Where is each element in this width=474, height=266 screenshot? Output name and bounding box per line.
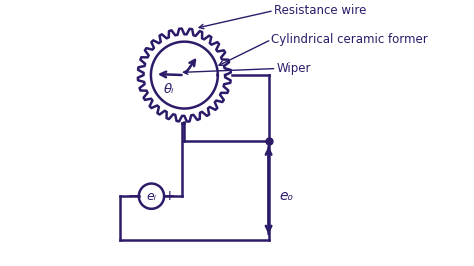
Text: Resistance wire: Resistance wire bbox=[274, 4, 366, 17]
Text: +: + bbox=[164, 189, 175, 203]
Text: Cylindrical ceramic former: Cylindrical ceramic former bbox=[271, 33, 428, 46]
Text: θᵢ: θᵢ bbox=[164, 83, 174, 96]
Text: −: − bbox=[128, 189, 139, 203]
Text: eₒ: eₒ bbox=[279, 189, 293, 202]
Text: Wiper: Wiper bbox=[276, 62, 311, 75]
Text: eᵢ: eᵢ bbox=[146, 190, 156, 203]
